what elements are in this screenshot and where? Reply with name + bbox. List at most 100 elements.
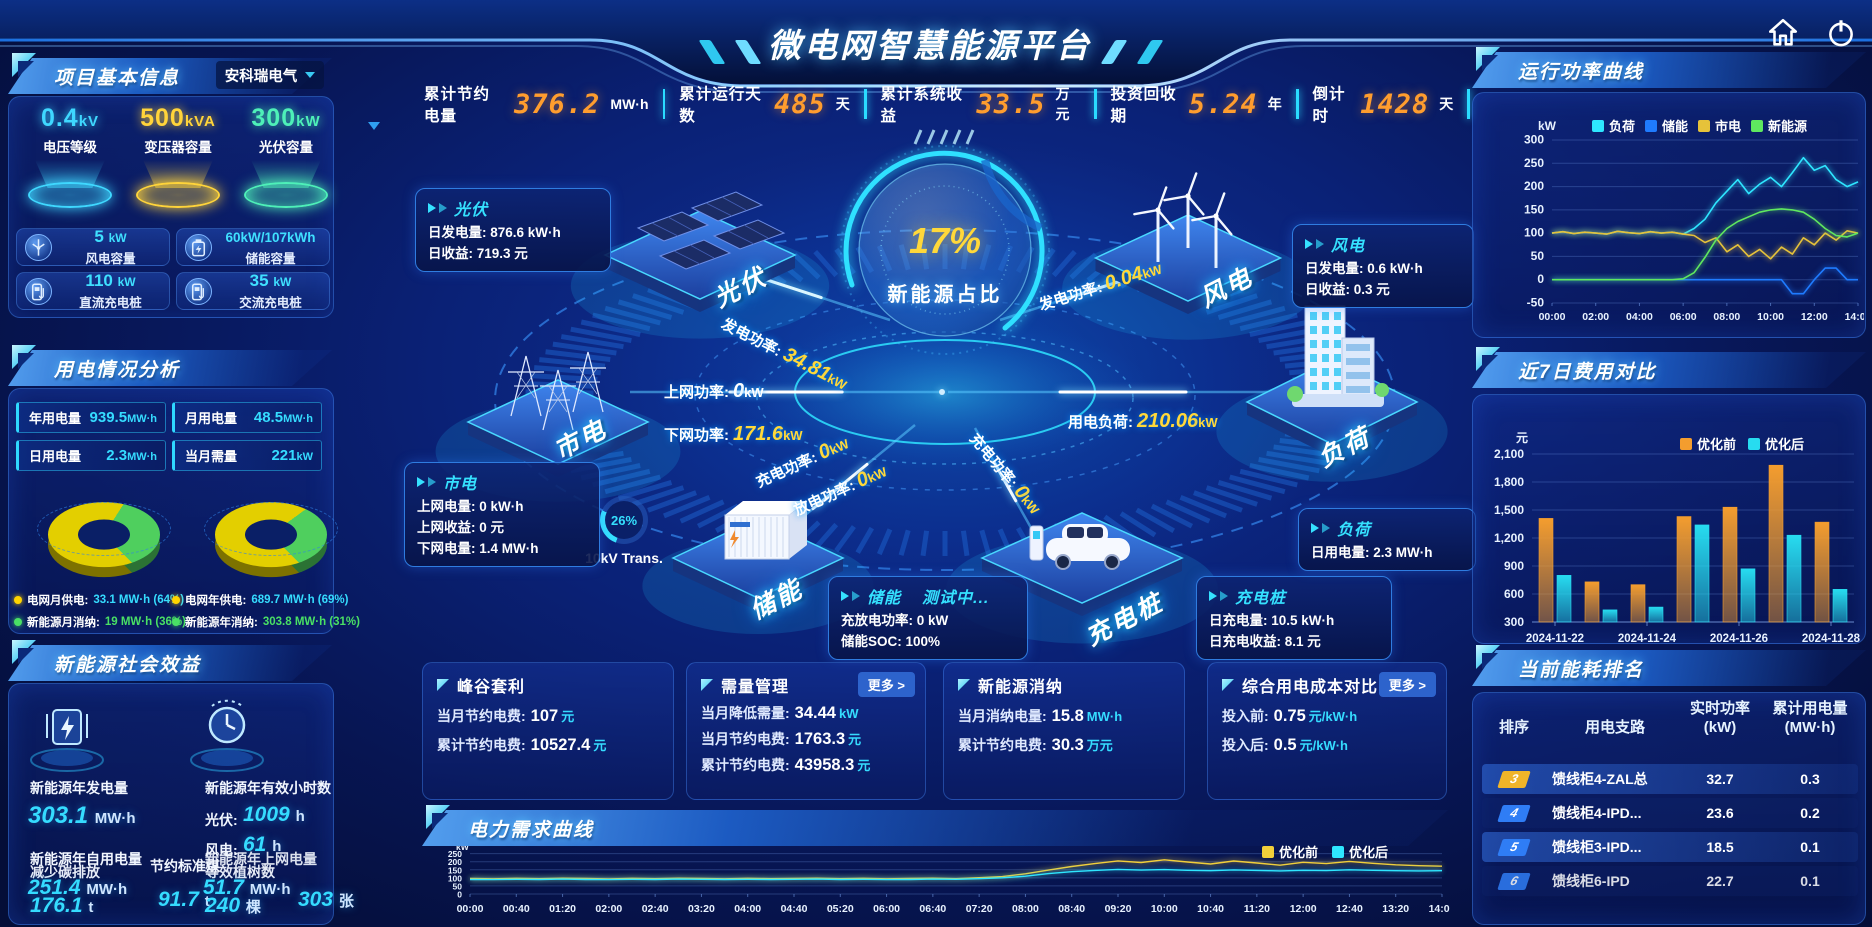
- stat-item: 累计运行天数 485 天: [665, 82, 863, 126]
- svg-text:02:40: 02:40: [642, 903, 669, 915]
- legend-item-优化前[interactable]: 优化前: [1680, 434, 1736, 453]
- branch-name: 馈线柜6-IPD: [1552, 873, 1630, 889]
- chevron-right-icon: [1209, 591, 1217, 601]
- header-banner: [0, 0, 1872, 93]
- svg-text:08:00: 08:00: [1713, 311, 1740, 323]
- usage-stat-1: 月用电量 48.5MW·h: [172, 402, 322, 433]
- chevron-right-icon: [841, 591, 849, 601]
- metric-card-title: 综合用电成本对比: [1242, 679, 1379, 696]
- svg-text:2024-11-26: 2024-11-26: [1710, 633, 1768, 644]
- total-energy: 0.1: [1800, 873, 1820, 889]
- rank-badge: 3: [1497, 771, 1531, 788]
- svg-text:900: 900: [1504, 559, 1524, 573]
- benefit-label: 新能源年上网电量: [205, 851, 317, 867]
- renewable-share-label: 新能源占比: [887, 284, 1003, 306]
- benefit-value: 303 张: [298, 888, 354, 911]
- company-name: 安科瑞电气: [224, 68, 298, 85]
- stat-label: 投资回收期: [1110, 86, 1177, 125]
- benefit-label: 新能源年自用电量: [30, 851, 142, 867]
- run-power-chart: 300 250 200 150 100 50 0 -50 kW 00:00 02:00 04:00 06…: [1524, 119, 1864, 323]
- column-header: 排序: [1498, 718, 1529, 736]
- summary-stats-bar: 累计节约电量 376.2 MW·h 累计运行天数 485 天累计系统收益 33.5 万元 投资回…: [410, 82, 1470, 126]
- panel-header-cost-compare: 近7日费用对比: [1472, 347, 1866, 388]
- svg-text:06:00: 06:00: [873, 903, 900, 915]
- svg-text:14:00: 14:00: [1429, 903, 1450, 915]
- legend-item-市电[interactable]: 市电: [1698, 116, 1741, 135]
- table-row-rank-6[interactable]: 6 馈线柜6-IPD 22.7 0.1: [1482, 866, 1858, 896]
- info-row: 上网电量: 0 kW·h: [417, 499, 524, 514]
- home-icon[interactable]: [1766, 16, 1800, 50]
- svg-text:12:40: 12:40: [1336, 903, 1363, 915]
- svg-text:250: 250: [1524, 156, 1544, 170]
- legend-item-负荷[interactable]: 负荷: [1592, 116, 1635, 135]
- table-row-rank-5[interactable]: 5 馈线柜3-IPD... 18.5 0.1: [1482, 832, 1858, 862]
- power-icon[interactable]: [1824, 16, 1858, 50]
- benefit-value: 240 棵: [205, 894, 261, 917]
- more-button[interactable]: 更多 >: [1378, 672, 1436, 697]
- benefit-value: 61 h: [243, 833, 282, 856]
- donut-legend-item: 新能源月消纳: 19 MW·h (36%): [14, 614, 186, 630]
- donut-legend-item: 新能源年消纳: 303.8 MW·h (31%): [172, 614, 360, 630]
- legend-item-优化后[interactable]: 优化后: [1332, 842, 1388, 861]
- info-row: 储能SOC: 100%: [841, 633, 941, 649]
- realtime-power: 22.7: [1706, 873, 1734, 889]
- more-button[interactable]: 更多 >: [857, 672, 915, 697]
- legend-item-储能[interactable]: 储能: [1645, 116, 1688, 135]
- run-power-panel-body: [1472, 92, 1866, 338]
- metric-card-title: 新能源消纳: [978, 679, 1064, 696]
- cost-compare-chart: 2,100 1,800 1,500 1,200 900 600 300 元 2024-11-22…: [1494, 431, 1861, 644]
- legend-item-新能源[interactable]: 新能源: [1751, 116, 1807, 135]
- legend-dot-icon: [14, 596, 22, 604]
- stat-unit: MW·h: [610, 96, 649, 112]
- panel-header-renewable-benefit: 新能源社会效益: [8, 640, 332, 681]
- svg-text:元: 元: [1516, 431, 1528, 445]
- card-value: 60kW/107kWh: [225, 230, 316, 245]
- usage-stat-3: 当月需量 221kW: [172, 440, 322, 471]
- info-box-pv: 光伏 日发电量: 876.6 kW·h 日收益: 719.3 元: [415, 188, 611, 272]
- svg-text:08:40: 08:40: [1058, 903, 1085, 915]
- info-row: 日发电量: 876.6 kW·h: [428, 225, 561, 240]
- svg-text:14:00: 14:00: [1845, 311, 1864, 323]
- legend-item-优化前[interactable]: 优化前: [1262, 842, 1318, 861]
- panel-header-usage-analysis: 用电情况分析: [8, 345, 332, 386]
- cone-label: 光伏容量: [259, 140, 313, 155]
- table-row-rank-3[interactable]: 3 馈线柜4-ZAL总 32.7 0.3: [1482, 764, 1858, 794]
- svg-text:600: 600: [1504, 587, 1524, 601]
- energy-flow-diagram: [435, 129, 1448, 644]
- caret-icon: [368, 122, 380, 130]
- divider: [1467, 89, 1470, 119]
- svg-text:12:00: 12:00: [1801, 311, 1828, 323]
- benefit-label: 光伏:: [205, 812, 238, 828]
- stat-value: 1428: [1360, 88, 1430, 120]
- corner-icon: [958, 679, 970, 691]
- branch-name: 馈线柜4-IPD...: [1552, 805, 1642, 821]
- metric-card-1: 需量管理 更多 > 当月降低需量: 34.44 kW 当月节约电费: 1763.3 元累计节约…: [686, 662, 926, 800]
- card-label: 储能容量: [245, 252, 296, 266]
- svg-text:2,100: 2,100: [1494, 447, 1524, 461]
- chevron-down-icon: [305, 72, 316, 78]
- svg-text:04:00: 04:00: [734, 903, 761, 915]
- card-value: 5 kW: [94, 227, 127, 246]
- svg-text:200: 200: [448, 857, 462, 867]
- legend-swatch-icon: [1645, 119, 1658, 132]
- metric-card-title: 峰谷套利: [457, 679, 526, 696]
- corner-icon: [1222, 679, 1234, 691]
- info-row: 日用电量: 2.3 MW·h: [1311, 545, 1433, 560]
- info-box-wind: 风电 日发电量: 0.6 kW·h 日收益: 0.3 元: [1292, 224, 1474, 308]
- svg-text:200: 200: [1524, 179, 1544, 193]
- svg-text:0: 0: [1537, 272, 1544, 286]
- flow-load-power: 用电负荷: 210.06kW: [1068, 410, 1218, 432]
- metric-row: 投入前: 0.75 元/kW·h: [1222, 707, 1358, 725]
- svg-text:2024-11-24: 2024-11-24: [1618, 633, 1677, 644]
- svg-text:00:40: 00:40: [503, 903, 530, 915]
- rank-badge: 6: [1497, 873, 1531, 890]
- company-selector[interactable]: 安科瑞电气: [216, 61, 324, 89]
- svg-text:100: 100: [1524, 226, 1544, 240]
- table-row-rank-4[interactable]: 4 馈线柜4-IPD... 23.6 0.2: [1482, 798, 1858, 828]
- clock-pedestal-icon: [190, 699, 264, 772]
- svg-text:02:00: 02:00: [595, 903, 622, 915]
- legend-item-优化后[interactable]: 优化后: [1748, 434, 1804, 453]
- capacity-card-3: 35 kW 交流充电桩: [176, 271, 330, 310]
- stat-unit: 万元: [1055, 86, 1070, 122]
